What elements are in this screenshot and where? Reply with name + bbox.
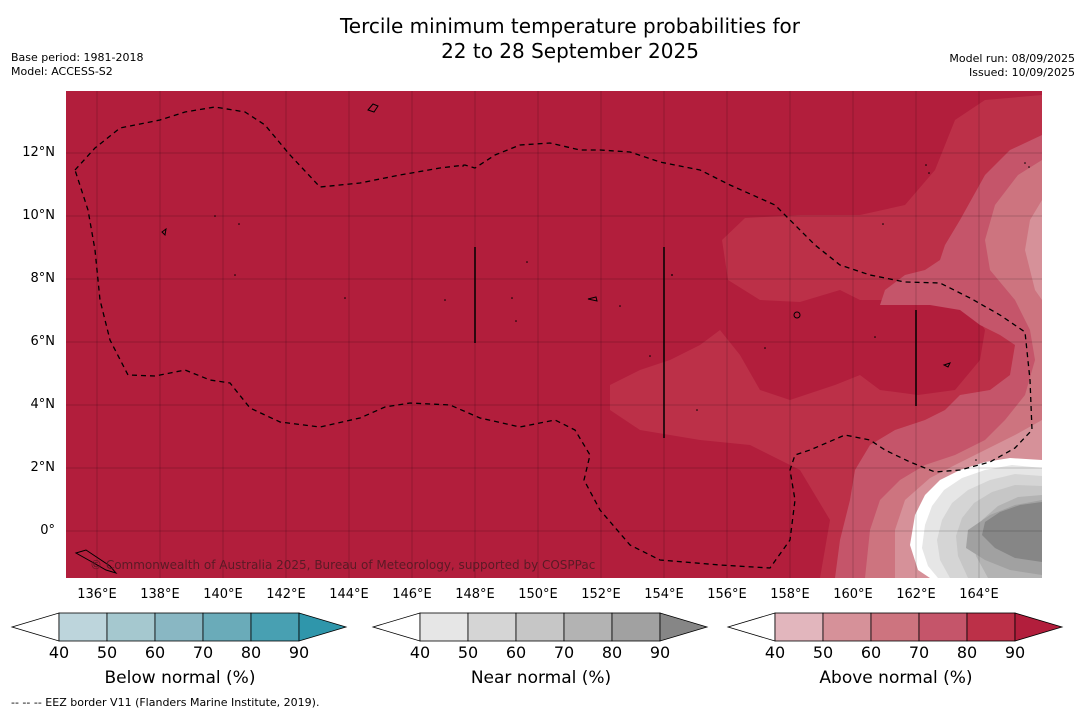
lon-label: 156°E (707, 587, 747, 602)
colorbar-tick: 40 (764, 643, 786, 662)
lon-label: 152°E (581, 587, 621, 602)
colorbar-tick: 60 (505, 643, 527, 662)
lat-label: 6°N (30, 334, 56, 349)
colorbar-tick: 70 (908, 643, 930, 662)
colorbar-tick: 40 (48, 643, 70, 662)
lat-label: 8°N (30, 271, 56, 286)
model-name: Model: ACCESS-S2 (11, 65, 113, 78)
lon-label: 158°E (770, 587, 810, 602)
colorbar-segment (774, 612, 824, 642)
colorbar-segment (58, 612, 108, 642)
colorbar-tick: 90 (1004, 643, 1026, 662)
lon-label: 140°E (203, 587, 243, 602)
atolls (214, 162, 1030, 461)
near-normal-90-plus (982, 502, 1042, 562)
colorbar-tick: 50 (457, 643, 479, 662)
colorbar-extension-low (371, 612, 421, 642)
lon-label: 160°E (833, 587, 873, 602)
colorbar-tick: 80 (601, 643, 623, 662)
legend-colorbars (10, 612, 1064, 642)
colorbar-above-normal (726, 612, 1064, 642)
colorbar-tick: 80 (956, 643, 978, 662)
lon-label: 142°E (266, 587, 306, 602)
colorbar-tick: 70 (192, 643, 214, 662)
near-normal-label: Near normal (%) (470, 668, 612, 688)
colorbar-segment (202, 612, 252, 642)
issued-date: Issued: 10/09/2025 (968, 66, 1075, 79)
colorbar-tick: 50 (96, 643, 118, 662)
model-info: Base period: 1981-2018 Model: ACCESS-S2 (11, 51, 143, 79)
lon-label: 162°E (896, 587, 936, 602)
base-period: Base period: 1981-2018 (11, 51, 144, 64)
lon-label: 138°E (140, 587, 180, 602)
colorbar-tick: 70 (553, 643, 575, 662)
lon-label: 146°E (392, 587, 432, 602)
map-title: Tercile minimum temperature probabilitie… (0, 14, 1085, 64)
lat-label: 2°N (30, 460, 56, 475)
lon-label: 154°E (644, 587, 684, 602)
lon-label: 164°E (959, 587, 999, 602)
eez-footnote: -- -- -- EEZ border V11 (Flanders Marine… (11, 696, 320, 709)
lat-label: 4°N (30, 397, 56, 412)
colorbar-segment (870, 612, 920, 642)
map-area (66, 91, 1042, 578)
colorbar-extension-low (10, 612, 60, 642)
lon-label: 150°E (518, 587, 558, 602)
colorbar-extension-high (1014, 612, 1064, 642)
transect-lines (474, 247, 917, 438)
colorbar-segment (563, 612, 613, 642)
above-normal-label: Above normal (%) (819, 668, 973, 688)
lon-label: 136°E (77, 587, 117, 602)
colorbar-tick: 60 (860, 643, 882, 662)
colorbar-segment (106, 612, 156, 642)
colorbar-tick: 90 (288, 643, 310, 662)
colorbar-extension-high (298, 612, 348, 642)
colorbar-segment (822, 612, 872, 642)
title-line-2: 22 to 28 September 2025 (441, 39, 699, 63)
colorbar-segment (154, 612, 204, 642)
colorbar-segment (966, 612, 1016, 642)
colorbar-segment (250, 612, 300, 642)
colorbar-tick: 40 (409, 643, 431, 662)
lon-label: 148°E (455, 587, 495, 602)
colorbar-extension-low (726, 612, 776, 642)
model-run: Model run: 08/09/2025 (949, 52, 1075, 65)
colorbar-segment (611, 612, 661, 642)
colorbar-segment (515, 612, 565, 642)
colorbar-below-normal (10, 612, 348, 642)
colorbar-tick: 50 (812, 643, 834, 662)
colorbar-extension-high (659, 612, 709, 642)
graticule (66, 91, 1042, 578)
colorbar-tick: 80 (240, 643, 262, 662)
below-normal-label: Below normal (%) (104, 668, 256, 688)
run-info: Model run: 08/09/2025 Issued: 10/09/2025 (949, 52, 1075, 80)
colorbar-tick: 90 (649, 643, 671, 662)
title-line-1: Tercile minimum temperature probabilitie… (339, 14, 801, 38)
colorbar-tick: 60 (144, 643, 166, 662)
colorbar-segment (918, 612, 968, 642)
lat-label: 10°N (22, 208, 55, 223)
colorbar-segment (467, 612, 517, 642)
lon-label: 144°E (329, 587, 369, 602)
islands (74, 103, 951, 574)
lat-label: 12°N (22, 145, 55, 160)
lat-label: 0° (40, 523, 55, 538)
colorbar-segment (419, 612, 469, 642)
copyright-text: © Commonwealth of Australia 2025, Bureau… (90, 558, 596, 572)
colorbar-near-normal (371, 612, 709, 642)
eez-border (74, 106, 1033, 569)
